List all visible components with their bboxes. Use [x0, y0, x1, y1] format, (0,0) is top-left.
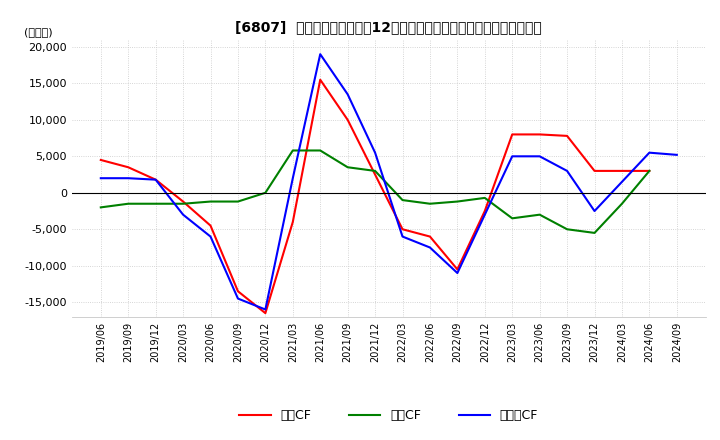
- フリーCF: [343, 92, 352, 97]
- 営業CF: [453, 267, 462, 272]
- フリーCF: [179, 212, 187, 217]
- フリーCF: [233, 296, 242, 301]
- 営業CF: [261, 311, 270, 316]
- Line: 投資CF: 投資CF: [101, 150, 649, 233]
- フリーCF: [480, 212, 489, 217]
- 投資CF: [124, 201, 132, 206]
- 営業CF: [371, 172, 379, 177]
- フリーCF: [124, 176, 132, 181]
- 投資CF: [151, 201, 160, 206]
- 投資CF: [179, 201, 187, 206]
- フリーCF: [289, 176, 297, 181]
- フリーCF: [316, 51, 325, 57]
- 投資CF: [645, 168, 654, 173]
- フリーCF: [453, 271, 462, 276]
- 投資CF: [371, 168, 379, 173]
- 投資CF: [261, 190, 270, 195]
- 投資CF: [426, 201, 434, 206]
- 投資CF: [96, 205, 105, 210]
- 営業CF: [618, 168, 626, 173]
- 営業CF: [289, 219, 297, 224]
- 営業CF: [398, 227, 407, 232]
- フリーCF: [563, 168, 572, 173]
- フリーCF: [371, 150, 379, 155]
- フリーCF: [398, 234, 407, 239]
- 営業CF: [206, 223, 215, 228]
- Legend: 営業CF, 投資CF, フリーCF: 営業CF, 投資CF, フリーCF: [235, 404, 543, 427]
- 投資CF: [289, 148, 297, 153]
- 投資CF: [206, 199, 215, 204]
- フリーCF: [672, 152, 681, 158]
- フリーCF: [536, 154, 544, 159]
- フリーCF: [261, 307, 270, 312]
- フリーCF: [206, 234, 215, 239]
- 投資CF: [563, 227, 572, 232]
- 営業CF: [124, 165, 132, 170]
- 営業CF: [426, 234, 434, 239]
- フリーCF: [426, 245, 434, 250]
- 営業CF: [645, 168, 654, 173]
- フリーCF: [508, 154, 516, 159]
- 営業CF: [233, 289, 242, 294]
- 営業CF: [96, 158, 105, 163]
- 投資CF: [343, 165, 352, 170]
- フリーCF: [618, 179, 626, 184]
- Title: [6807]  キャッシュフローの12か月移動合計の対前年同期増減額の推移: [6807] キャッシュフローの12か月移動合計の対前年同期増減額の推移: [235, 20, 542, 34]
- 投資CF: [590, 230, 599, 235]
- 営業CF: [590, 168, 599, 173]
- 営業CF: [151, 177, 160, 182]
- 投資CF: [480, 195, 489, 201]
- 営業CF: [179, 199, 187, 204]
- 投資CF: [618, 201, 626, 206]
- 営業CF: [316, 77, 325, 82]
- 営業CF: [480, 209, 489, 214]
- フリーCF: [645, 150, 654, 155]
- 投資CF: [453, 199, 462, 204]
- 投資CF: [316, 148, 325, 153]
- Line: フリーCF: フリーCF: [101, 54, 677, 309]
- 営業CF: [536, 132, 544, 137]
- 営業CF: [563, 133, 572, 139]
- フリーCF: [151, 177, 160, 182]
- Line: 営業CF: 営業CF: [101, 80, 649, 313]
- フリーCF: [96, 176, 105, 181]
- 投資CF: [508, 216, 516, 221]
- 営業CF: [343, 117, 352, 122]
- Text: (百万円): (百万円): [24, 27, 53, 37]
- 投資CF: [398, 198, 407, 203]
- 投資CF: [233, 199, 242, 204]
- 投資CF: [536, 212, 544, 217]
- フリーCF: [590, 209, 599, 214]
- 営業CF: [508, 132, 516, 137]
